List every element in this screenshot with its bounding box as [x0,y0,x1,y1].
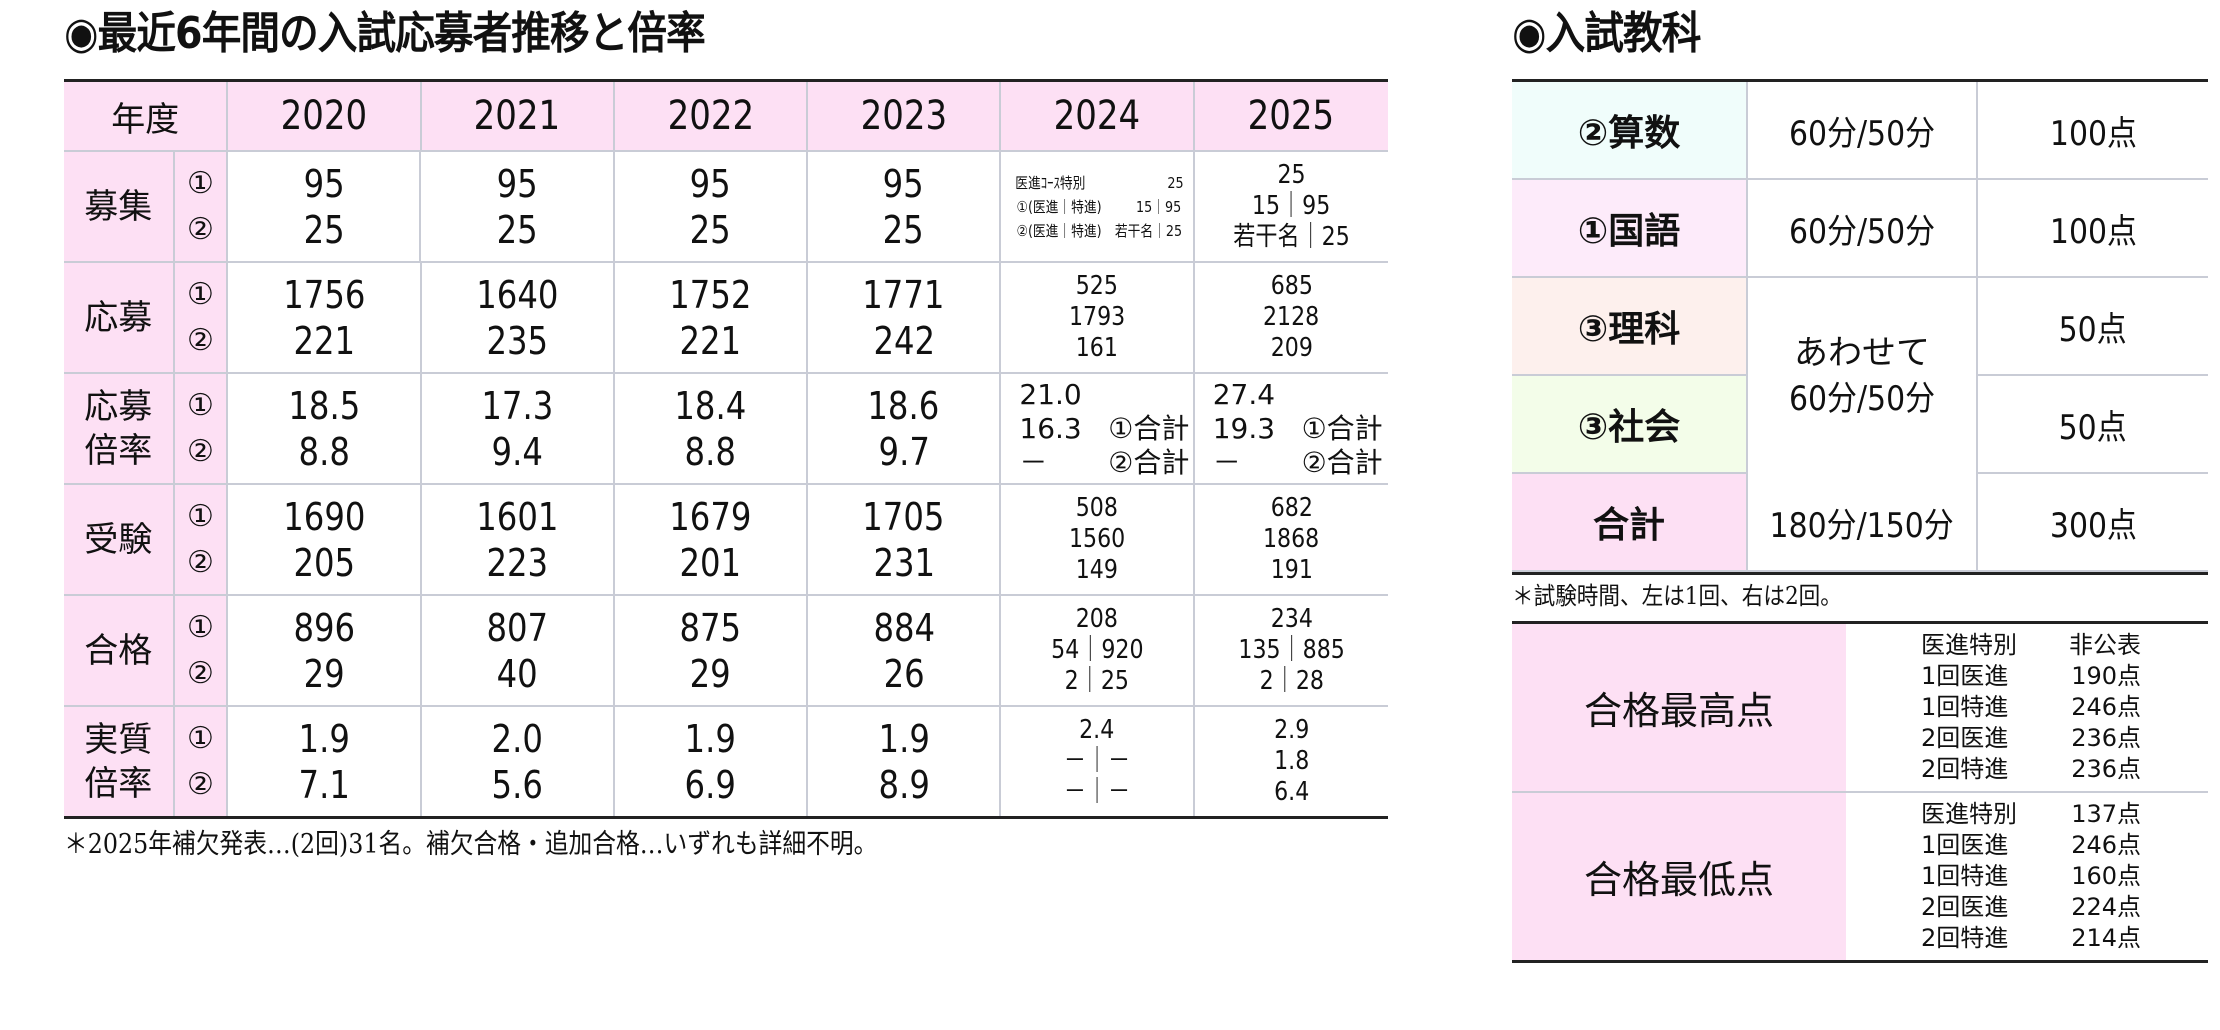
year-header-2024: 2024 [1001,82,1195,150]
cell-2025: 234 135｜885 2｜28 [1238,604,1345,696]
min-score-list: 医進特別 137点 1回医進 246点 1回特進 160点 2回医進 224点 2回特進… [1921,800,2141,952]
cell-2022: 875 29 [615,596,809,705]
cell-2023: 18.6 9.7 [808,374,1002,483]
subject-points: 100点 [2049,113,2137,154]
subject-points: 300点 [2049,505,2137,546]
table-header-row: 年度 2020 2021 2022 2023 2024 2025 [64,82,1388,152]
cell-2022: 95 25 [615,152,808,261]
max-score-row: 合格最高点 医進特別 非公表 1回医進 190点 1回特進 246点 2回医進 236点… [1512,624,2208,793]
cell-2025: 2.9 1.8 6.4 [1273,715,1309,807]
subject-points: 50点 [2058,407,2127,448]
cell-2024: 525 1793 161 [1001,263,1195,372]
cell-2024: 医進ｺｰｽ特別 25 ①(医進｜特進) 15｜95 ②(医進｜特進) 若干名｜25 [1001,152,1195,261]
cell-2020: 1756 221 [228,263,422,372]
cell-2025: 685 2128 209 [1263,271,1320,363]
row-label: 実質 倍率 [64,707,175,816]
subject-name: ②算数 [1512,82,1748,178]
subject-points: 50点 [2058,309,2127,350]
cell-2021: 95 25 [421,152,615,261]
cell-2023: 1705 231 [808,485,1002,594]
cell-2024: 208 54｜920 2｜25 [1001,596,1195,705]
subject-row-math: ②算数 60分/50分 100点 [1512,82,2208,180]
cell-2020: 896 29 [228,596,422,705]
cell-2021: 807 40 [422,596,615,705]
subject-name: 合計 [1512,474,1748,570]
cell-2022: 1.9 6.9 [615,707,809,816]
cell-2020: 95 25 [228,152,422,261]
year-header-2025: 2025 [1248,93,1335,139]
row-label: 合格 [64,596,175,705]
cell-2025: 682 1868 191 [1263,493,1320,585]
cell-2024: 21.0 16.3 ①合計 － ②合計 [1001,374,1195,483]
cell-2022: 1679 201 [615,485,809,594]
cell-2020: 1.9 7.1 [228,707,422,816]
cell-2020: 1690 205 [228,485,422,594]
cell-2021: 1601 223 [422,485,615,594]
cell-2025: 27.4 19.3 ①合計 － ②合計 [1212,377,1383,479]
year-header-2020: 2020 [228,82,422,150]
row-label: 応募 倍率 [64,374,175,483]
subject-time: 180分/150分 [1748,474,1978,570]
min-score-label: 合格最低点 [1512,793,1846,960]
year-header-2022: 2022 [615,82,809,150]
subject-name: ③社会 [1512,376,1748,472]
year-header-2023: 2023 [808,82,1002,150]
cell-2022: 18.4 8.8 [615,374,809,483]
subject-time: 60分/50分 [1748,82,1978,178]
subject-row-total: 合計 180分/150分 300点 [1512,474,2208,572]
cell-2021: 17.3 9.4 [422,374,615,483]
cell-2022: 1752 221 [615,263,809,372]
subject-name: ③理科 [1512,278,1748,374]
cell-2023: 95 25 [808,152,1001,261]
max-score-label: 合格最高点 [1512,624,1846,791]
max-score-list: 医進特別 非公表 1回医進 190点 1回特進 246点 2回医進 236点 2回特進 2… [1921,631,2141,783]
cell-2023: 884 26 [808,596,1002,705]
cell-2020: 18.5 8.8 [228,374,422,483]
exam-subjects-table: ②算数 60分/50分 100点 ①国語 60分/50分 100点 ③理科 50… [1512,79,2208,575]
cell-2021: 1640 235 [422,263,615,372]
recruit-2024-breakdown: 医進ｺｰｽ特別 25 ①(医進｜特進) 15｜95 ②(医進｜特進) 若干名｜25 [1015,173,1184,240]
subject-row-science: ③理科 50点 [1512,278,2208,376]
history-footnote: ＊2025年補欠発表…(2回)31名。補欠合格・追加合格…いずれも詳細不明。 [64,829,878,860]
min-score-row: 合格最低点 医進特別 137点 1回医進 246点 1回特進 160点 2回医進 224… [1512,793,2208,960]
cell-2025: 25 15｜95 若干名｜25 [1233,160,1350,252]
year-header-2021: 2021 [422,82,615,150]
subject-name: ①国語 [1512,180,1748,276]
year-header-label: 年度 [64,82,229,150]
subject-points: 100点 [2049,211,2137,252]
combined-time-cell: あわせて 60分/50分 [1748,278,1978,474]
cell-2024: 508 1560 149 [1001,485,1195,594]
row-label: 募集 [64,152,175,261]
row-label: 応募 [64,263,175,372]
subject-time: 60分/50分 [1748,180,1978,276]
row-label: 受験 [64,485,175,594]
history-section-title: ◉最近6年間の入試応募者推移と倍率 [64,8,706,59]
passing-score-table: 合格最高点 医進特別 非公表 1回医進 190点 1回特進 246点 2回医進 236点… [1512,621,2208,963]
cell-2023: 1771 242 [808,263,1002,372]
cell-2023: 1.9 8.9 [808,707,1002,816]
subjects-footnote: ＊試験時間、左は1回、右は2回。 [1512,582,1842,610]
cell-2021: 2.0 5.6 [422,707,615,816]
subjects-section-title: ◉入試教科 [1512,8,1701,59]
subject-row-japanese: ①国語 60分/50分 100点 [1512,180,2208,278]
cell-2024: 2.4 －｜－ －｜－ [1001,707,1195,816]
